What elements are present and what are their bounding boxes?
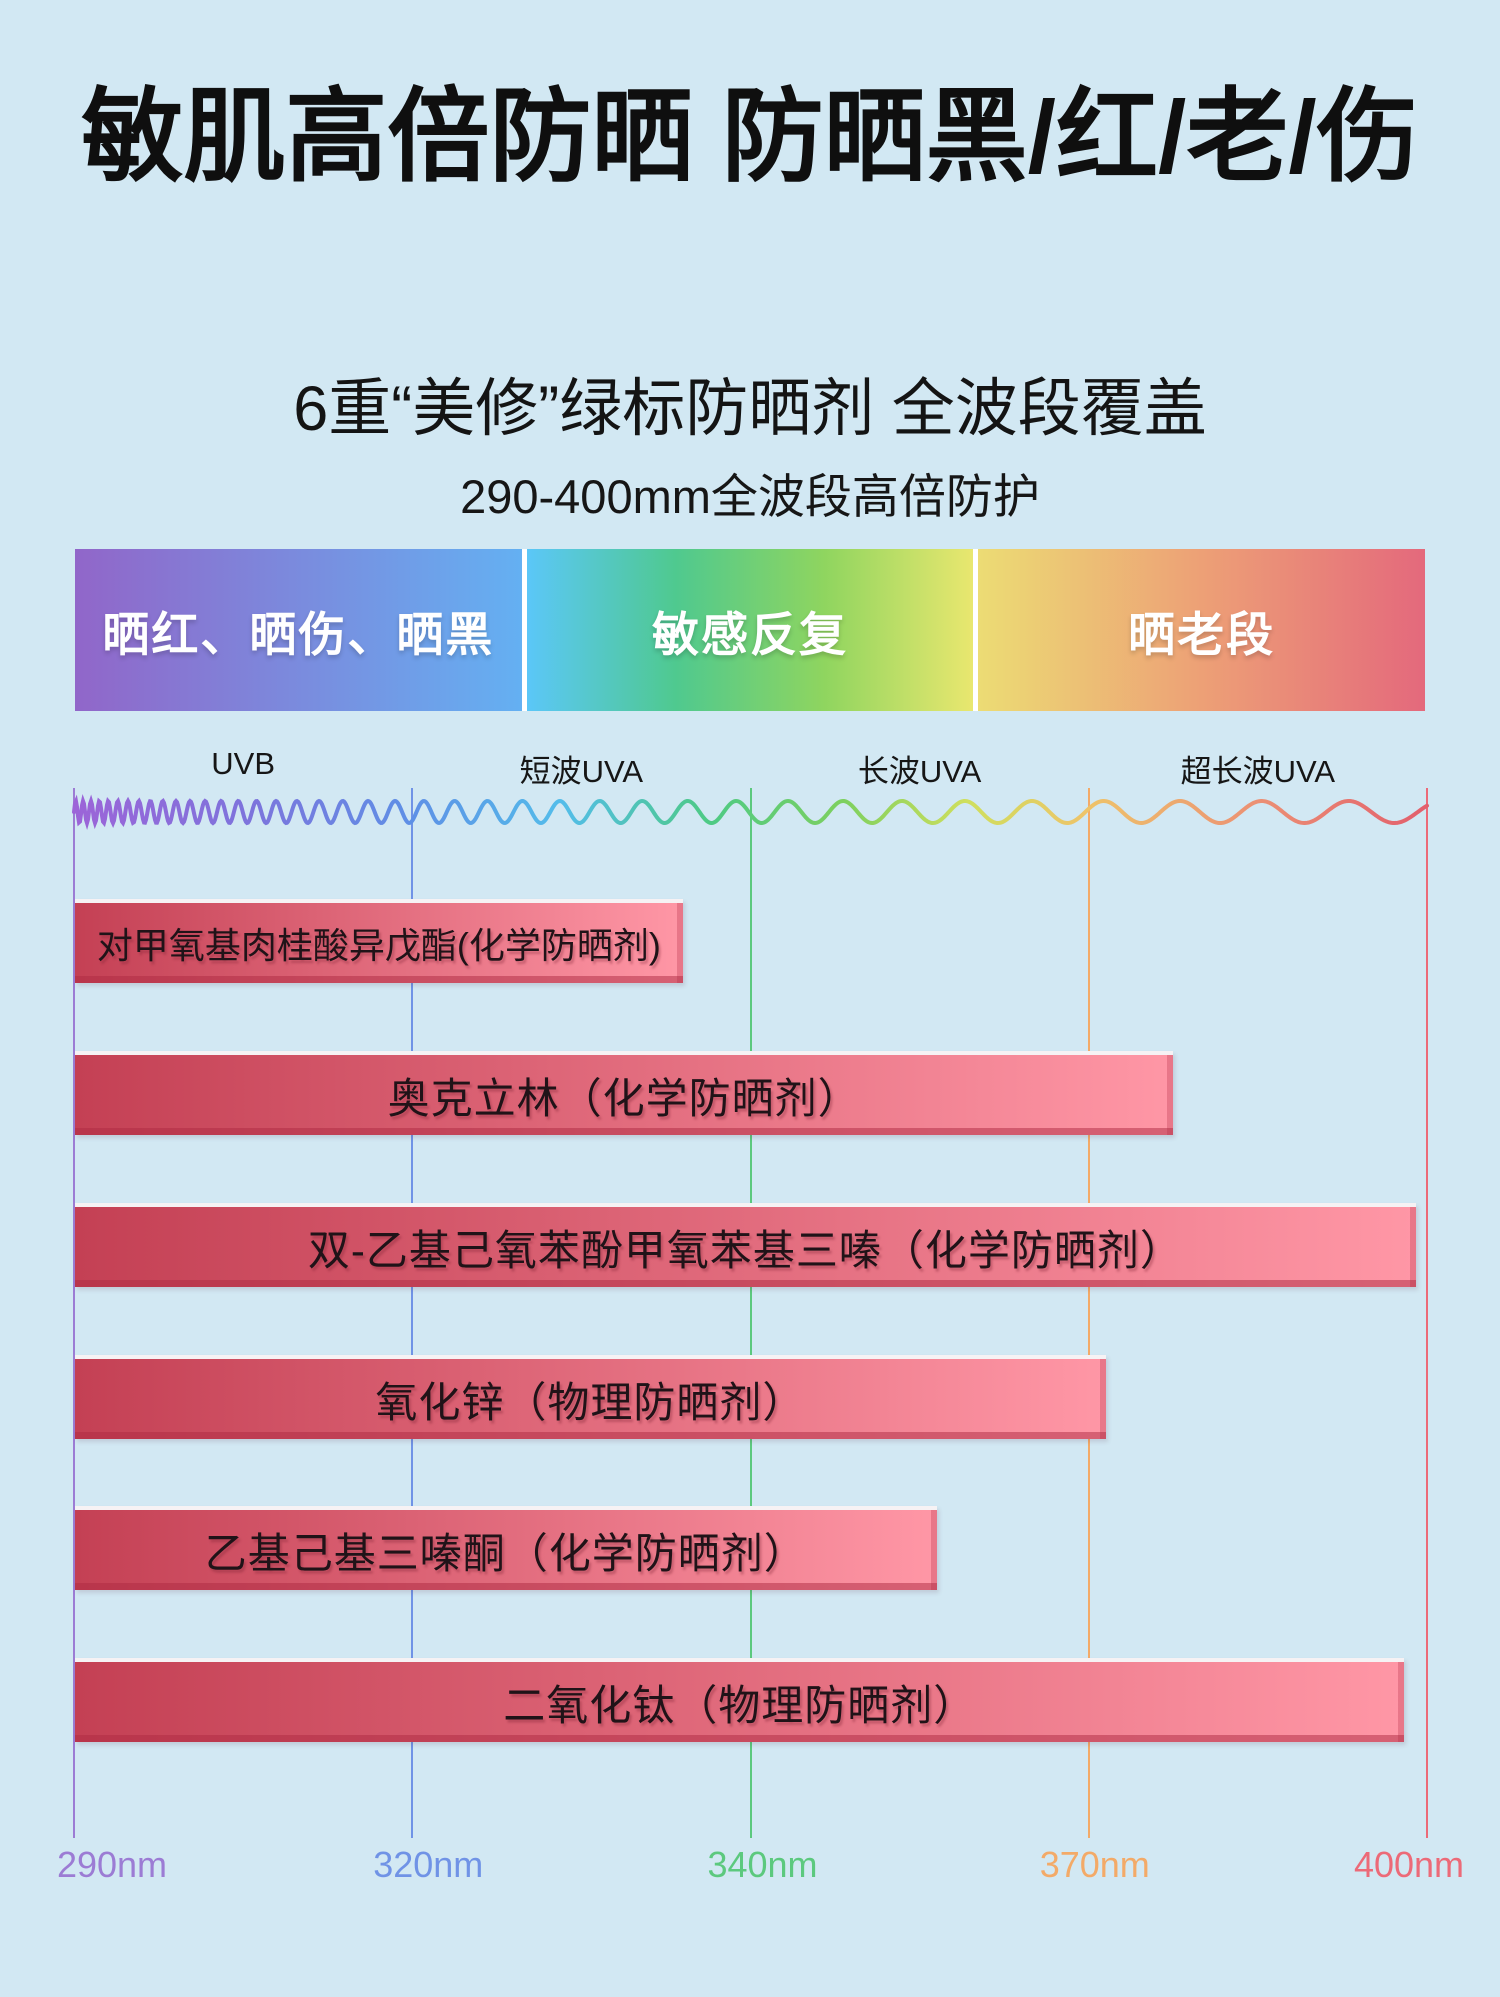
ingredient-bar-label: 二氧化钛（物理防晒剂） <box>503 1681 977 1729</box>
axis-tick-label-370nm: 370nm <box>1039 1844 1150 1885</box>
ingredient-bar-label: 乙基己基三嗪酮（化学防晒剂） <box>204 1529 807 1577</box>
gridline-320nm <box>411 788 414 1838</box>
wave-band-label-2: 短波UVA <box>519 754 644 789</box>
wave-band-label-1: UVB <box>211 746 275 781</box>
wave-band-label-3: 长波UVA <box>857 754 982 789</box>
spectrum-segment-label: 敏感反复 <box>652 607 848 661</box>
axis-tick-label-340nm: 340nm <box>707 1844 818 1885</box>
axis-tick-label-320nm: 320nm <box>373 1844 484 1885</box>
ingredient-bar-label: 对甲氧基肉桂酸异戊酯(化学防晒剂) <box>96 925 661 966</box>
ingredient-bar-4: 氧化锌（物理防晒剂） <box>75 1355 1106 1439</box>
page-title: 敏肌高倍防晒 防晒黑/红/老/伤 <box>81 80 1419 194</box>
spectrum-segment-aging: 晒老段 <box>973 549 1426 711</box>
ingredient-bar-2: 奥克立林（化学防晒剂） <box>75 1051 1174 1135</box>
gridline-400nm <box>1426 788 1428 1838</box>
ingredient-bar-label: 氧化锌（物理防晒剂） <box>375 1378 806 1426</box>
page-subtitle: 6重“美修”绿标防晒剂 全波段覆盖 <box>293 374 1207 444</box>
spectrum-legend-bar: 晒红、晒伤、晒黑 敏感反复 晒老段 <box>75 549 1426 711</box>
ingredient-bar-5: 乙基己基三嗪酮（化学防晒剂） <box>75 1506 937 1590</box>
spectrum-segment-burn: 晒红、晒伤、晒黑 <box>75 549 522 711</box>
axis-tick-label-400nm: 400nm <box>1353 1844 1465 1885</box>
spectrum-segment-label: 晒老段 <box>1128 607 1276 661</box>
gridline-290nm <box>73 788 75 1838</box>
ingredient-bar-1: 对甲氧基肉桂酸异戊酯(化学防晒剂) <box>75 899 683 983</box>
wave-band-label-4: 超长波UVA <box>1180 754 1336 789</box>
ingredient-bar-3: 双-乙基己氧苯酚甲氧苯基三嗪（化学防晒剂） <box>75 1203 1416 1287</box>
ingredient-bar-6: 二氧化钛（物理防晒剂） <box>75 1658 1405 1742</box>
ingredient-bar-label: 奥克立林（化学防晒剂） <box>387 1074 861 1122</box>
spectrum-segment-sensitive: 敏感反复 <box>521 549 974 711</box>
gridline-370nm <box>1087 788 1090 1838</box>
gridline-340nm <box>749 788 752 1838</box>
axis-tick-label-290nm: 290nm <box>56 1844 168 1885</box>
spectrum-segment-label: 晒红、晒伤、晒黑 <box>102 607 495 661</box>
page-subtitle-secondary: 290-400mm全波段高倍防护 <box>460 470 1040 523</box>
ingredient-bar-label: 双-乙基己氧苯酚甲氧苯基三嗪（化学防晒剂） <box>307 1226 1183 1274</box>
